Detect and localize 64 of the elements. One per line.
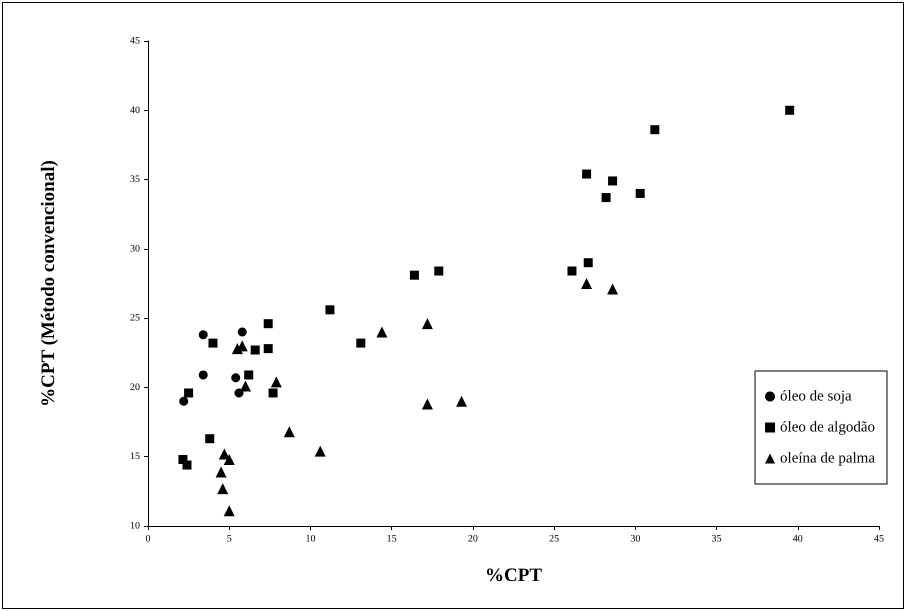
legend-label: oleína de palma: [780, 450, 876, 466]
x-tick-label: 10: [305, 534, 316, 544]
point: [376, 326, 388, 338]
point: [434, 266, 444, 276]
point: [240, 380, 251, 392]
x-tick-label: 15: [386, 534, 397, 544]
point: [224, 454, 235, 465]
point: [234, 388, 244, 398]
point: [410, 270, 419, 280]
point: [422, 318, 433, 330]
x-tick-label: 25: [549, 534, 560, 544]
point: [456, 396, 468, 407]
point: [231, 373, 240, 382]
point: [238, 328, 247, 336]
point: [270, 376, 282, 388]
point: [264, 344, 273, 354]
point: [182, 460, 192, 470]
point: [179, 396, 188, 406]
point: [581, 278, 592, 289]
y-tick-label: 10: [130, 520, 140, 532]
y-axis-title: %CPT (Método convencional): [38, 160, 59, 407]
y-tick-label: 35: [130, 174, 140, 186]
point: [650, 125, 660, 134]
point: [216, 466, 227, 478]
point: [217, 483, 228, 494]
point: [198, 370, 208, 380]
x-tick-label: 40: [792, 534, 803, 544]
y-tick-label: 40: [130, 104, 140, 116]
point: [356, 338, 366, 348]
point: [422, 398, 433, 410]
y-tick-label: 30: [130, 243, 140, 254]
point: [224, 505, 235, 516]
x-tick-label: 45: [874, 534, 884, 544]
point: [284, 426, 295, 438]
y-tick-label: 15: [130, 451, 140, 462]
y-tick-label: 45: [130, 36, 140, 46]
point: [785, 106, 794, 115]
point: [198, 330, 208, 340]
x-tick-label: 5: [226, 534, 232, 544]
point: [602, 193, 611, 202]
point: [184, 388, 194, 398]
point: [584, 258, 593, 268]
legend-label: óleo de algodão: [780, 420, 876, 436]
point: [567, 266, 576, 276]
point: [582, 170, 592, 179]
point: [250, 346, 260, 355]
x-tick-label: 35: [712, 534, 722, 544]
point: [205, 434, 214, 444]
x-tick-label: 0: [146, 534, 150, 544]
point: [264, 319, 273, 328]
point: [314, 446, 326, 457]
point: [608, 176, 618, 186]
x-tick-label: 30: [630, 534, 640, 544]
point: [325, 305, 334, 314]
point: [244, 370, 254, 380]
point: [208, 338, 218, 348]
y-tick-label: 25: [130, 312, 140, 324]
legend-label: óleo de soja: [780, 388, 852, 404]
point: [636, 188, 645, 198]
y-tick-label: 20: [130, 382, 140, 393]
x-axis-title: %CPT: [485, 565, 542, 586]
point: [607, 284, 618, 295]
x-tick-label: 20: [468, 534, 478, 544]
point: [268, 388, 278, 398]
